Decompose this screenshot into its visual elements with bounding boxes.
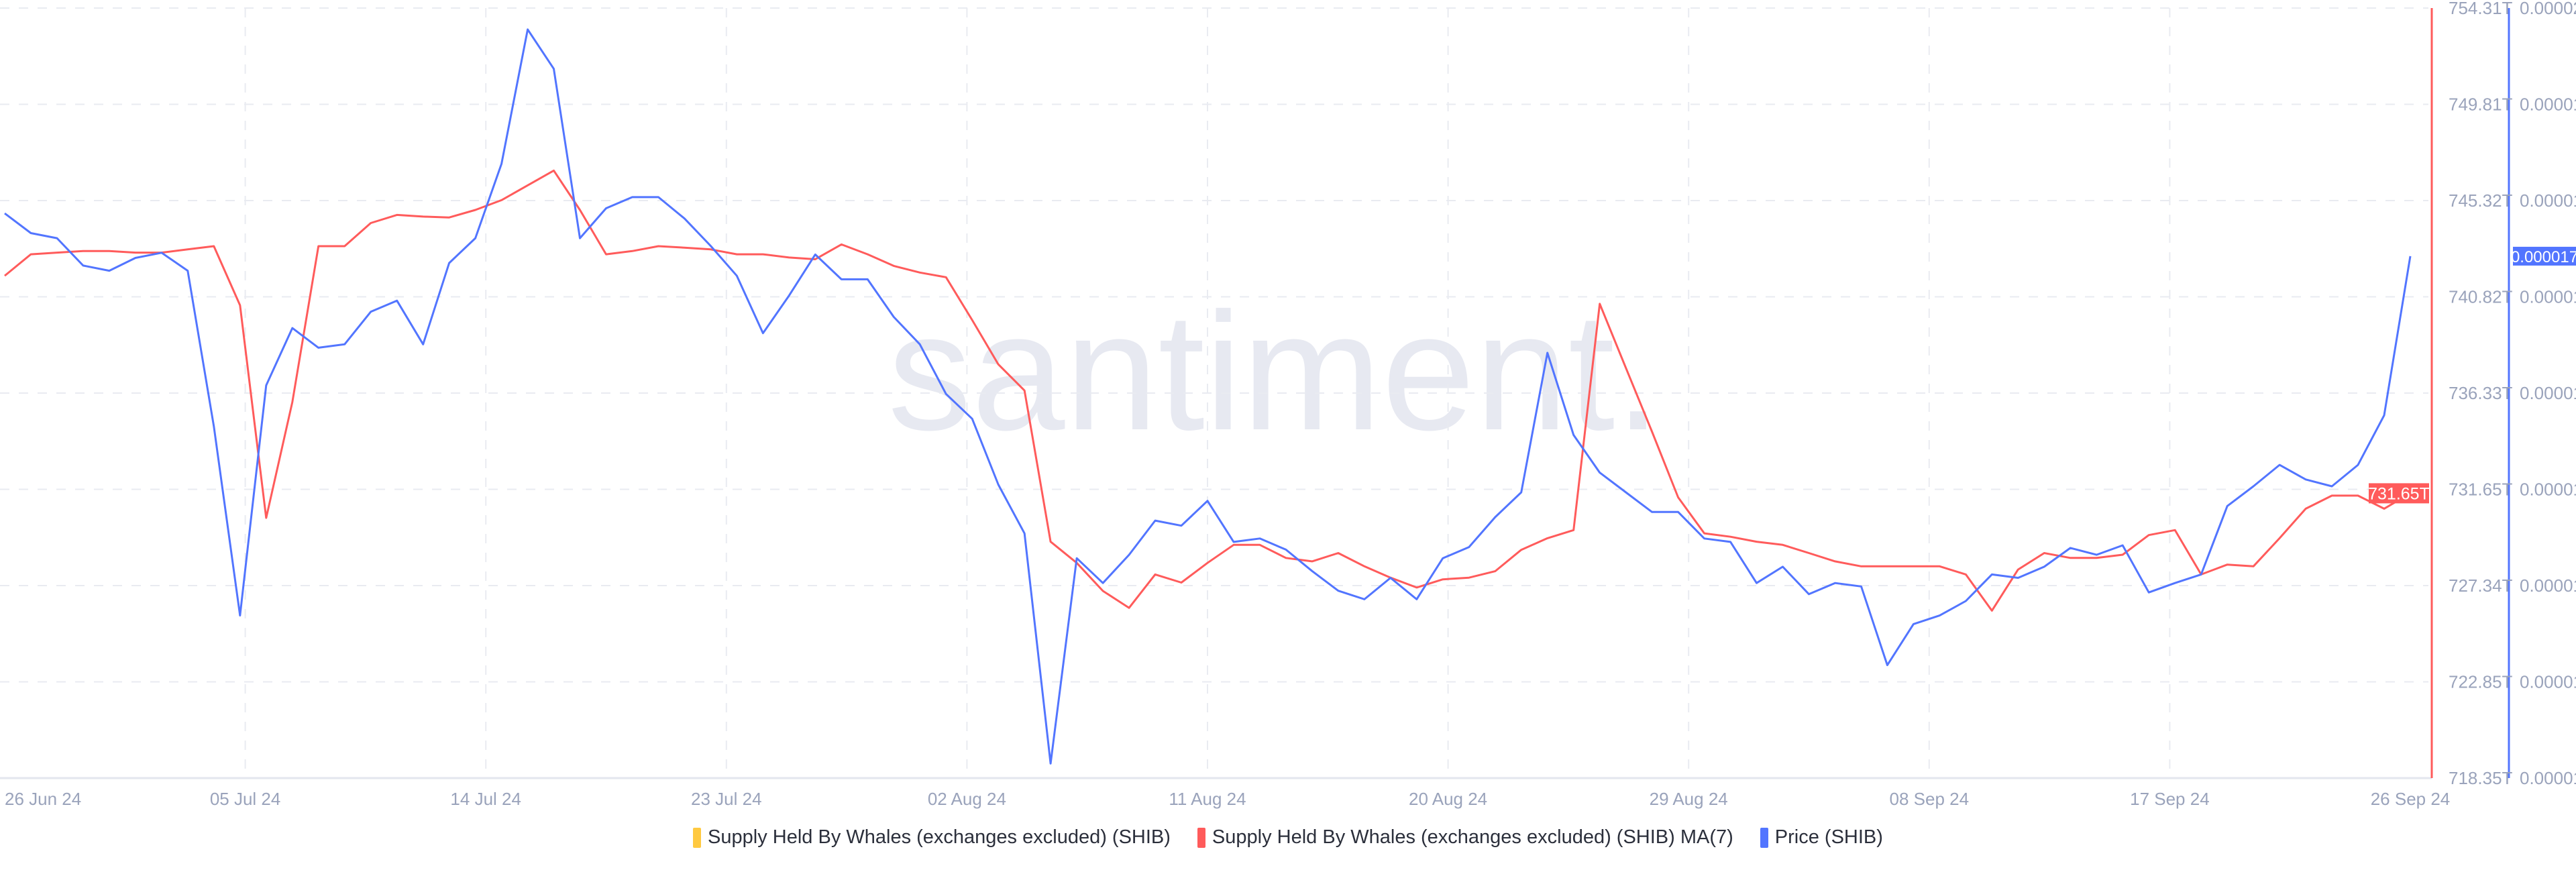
x-tick-label: 11 Aug 24	[1169, 789, 1246, 809]
price-axis-tick-label: 0.000019	[2520, 95, 2576, 115]
legend-item-supply[interactable]: Supply Held By Whales (exchanges exclude…	[693, 826, 1171, 849]
legend-swatch-red	[1197, 827, 1205, 848]
left-axis-tick-label: 731.65T	[2449, 480, 2513, 500]
price-axis-tick-label: 0.000016	[2520, 383, 2576, 403]
legend-item-price[interactable]: Price (SHIB)	[1760, 826, 1883, 849]
legend-label: Supply Held By Whales (exchanges exclude…	[708, 826, 1171, 848]
x-tick-label: 05 Jul 24	[210, 789, 281, 809]
left-axis-tick-label: 722.85T	[2449, 672, 2513, 692]
current-value-label-price: 0.000017	[2511, 248, 2576, 266]
left-axis-tick-label: 754.31T	[2449, 0, 2513, 18]
current-value-badge-supply	[2369, 483, 2429, 504]
series-layer	[4, 28, 2412, 765]
legend-item-supply-ma7[interactable]: Supply Held By Whales (exchanges exclude…	[1197, 826, 1733, 849]
left-axis-tick-label: 749.81T	[2449, 95, 2513, 115]
x-tick-label: 02 Aug 24	[928, 789, 1006, 809]
legend-label: Price (SHIB)	[1774, 826, 1883, 848]
grid	[0, 7, 2428, 778]
left-axis-tick-label: 745.32T	[2449, 190, 2513, 211]
watermark: santiment.	[888, 278, 1661, 465]
price-axis-tick-label: 0.000018	[2520, 190, 2576, 211]
left-axis-tick-label: 727.34T	[2449, 576, 2513, 596]
x-tick-label: 23 Jul 24	[691, 789, 762, 809]
legend: Supply Held By Whales (exchanges exclude…	[0, 826, 2576, 849]
series-line-2	[4, 28, 2412, 765]
left-axis-tick-label: 718.35T	[2449, 768, 2513, 788]
x-tick-label: 26 Sep 24	[2371, 789, 2451, 809]
x-tick-label: 20 Aug 24	[1409, 789, 1487, 809]
price-axis-tick-label: 0.000012	[2520, 672, 2576, 692]
x-tick-label: 08 Sep 24	[1890, 789, 1970, 809]
x-tick-label: 14 Jul 24	[450, 789, 521, 809]
x-tick-label: 26 Jun 24	[5, 789, 81, 809]
legend-swatch-yellow	[693, 827, 702, 848]
x-tick-label: 17 Sep 24	[2130, 789, 2210, 809]
legend-swatch-blue	[1760, 827, 1768, 848]
current-value-badge-price	[2513, 246, 2576, 266]
series-line-1	[4, 169, 2411, 612]
price-axis-tick-label: 0.000011	[2520, 768, 2576, 788]
legend-label: Supply Held By Whales (exchanges exclude…	[1212, 826, 1733, 848]
x-tick-label: 29 Aug 24	[1650, 789, 1728, 809]
left-axis-tick-label: 736.33T	[2449, 383, 2513, 403]
price-axis-tick-label: 0.000013	[2520, 576, 2576, 596]
price-axis-tick-label: 0.000017	[2520, 287, 2576, 307]
current-value-label-supply: 731.65T	[2368, 484, 2430, 503]
left-axis-tick-label: 740.82T	[2449, 287, 2513, 307]
price-axis-tick-label: 0.000014	[2520, 480, 2576, 500]
